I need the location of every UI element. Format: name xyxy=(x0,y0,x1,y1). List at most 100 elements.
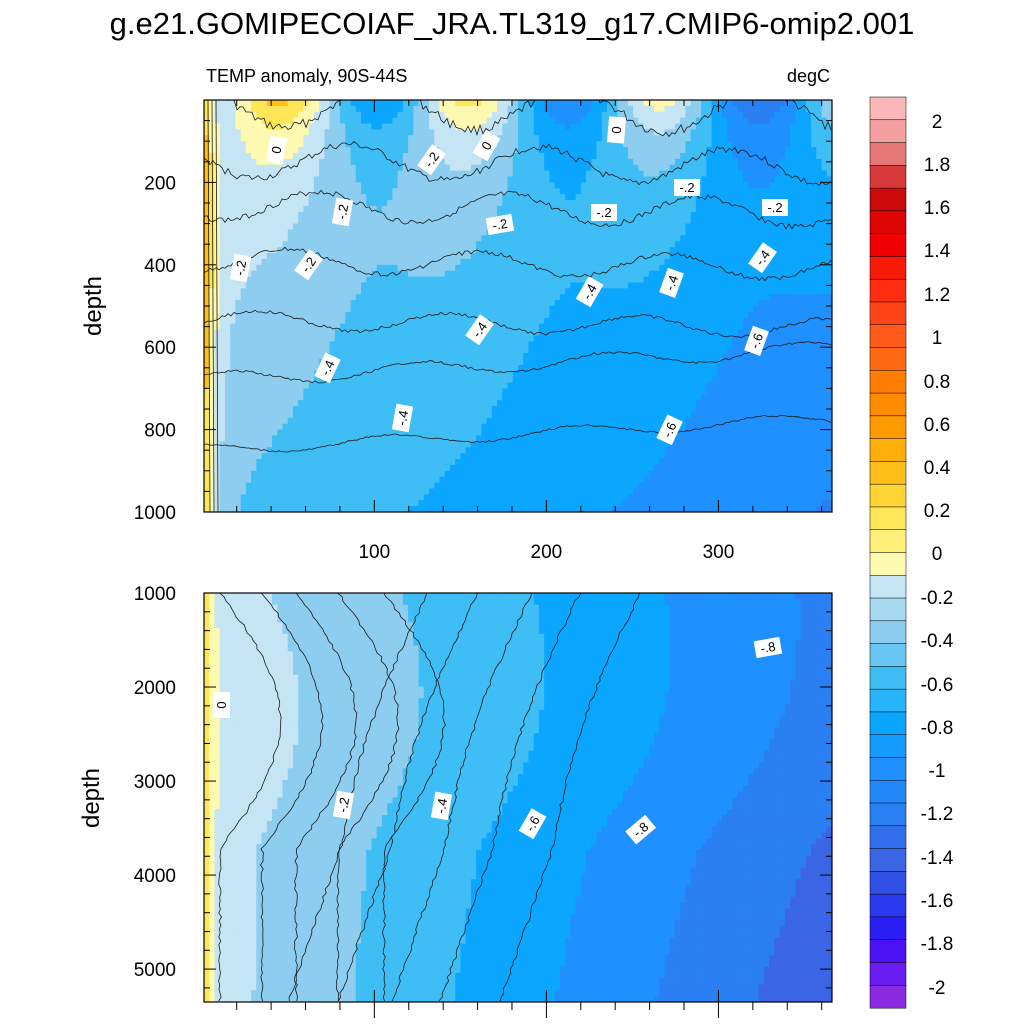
top-fill-cell xyxy=(470,182,477,189)
top-fill-cell xyxy=(570,223,577,231)
top-fill-cell xyxy=(376,229,383,236)
top-fill-cell xyxy=(214,235,221,242)
top-fill-cell xyxy=(429,441,435,448)
top-fill-cell xyxy=(319,317,325,325)
top-fill-cell xyxy=(502,459,509,466)
top-fill-cell xyxy=(538,482,545,490)
top-fill-cell xyxy=(491,353,498,360)
top-fill-cell xyxy=(544,129,550,136)
top-fill-cell xyxy=(554,417,561,425)
top-fill-cell xyxy=(313,123,320,131)
top-fill-cell xyxy=(502,182,509,189)
top-fill-cell xyxy=(470,417,477,425)
top-fill-cell xyxy=(204,270,210,278)
top-fill-cell xyxy=(512,164,519,172)
top-fill-cell xyxy=(544,311,550,319)
top-fill-cell xyxy=(381,117,388,125)
top-fill-cell xyxy=(423,229,430,236)
top-fill-cell xyxy=(575,123,582,131)
top-fill-cell xyxy=(528,147,535,154)
top-fill-cell xyxy=(528,123,535,131)
top-fill-cell xyxy=(204,152,210,160)
top-fill-cell xyxy=(413,129,420,136)
top-fill-cell xyxy=(319,453,325,460)
top-fill-cell xyxy=(444,370,451,378)
top-fill-cell xyxy=(272,506,278,512)
top-fill-cell xyxy=(470,447,477,454)
top-fill-cell xyxy=(429,476,435,484)
top-fill-cell xyxy=(434,170,441,178)
top-fill-cell xyxy=(565,335,571,342)
top-fill-cell xyxy=(219,200,226,207)
top-fill-cell xyxy=(324,447,331,454)
top-fill-cell xyxy=(366,500,373,507)
top-fill-cell xyxy=(366,423,373,431)
top-fill-cell xyxy=(507,470,514,478)
top-fill-cell xyxy=(345,241,352,248)
top-fill-cell xyxy=(423,406,430,413)
top-fill-cell xyxy=(565,217,571,225)
top-fill-cell xyxy=(444,388,451,395)
top-fill-cell xyxy=(408,423,414,431)
top-fill-cell xyxy=(481,341,488,348)
top-fill-cell xyxy=(397,506,404,512)
top-fill-cell xyxy=(429,294,435,301)
top-fill-cell xyxy=(334,400,341,407)
top-fill-cell xyxy=(230,406,236,413)
top-fill-cell xyxy=(240,205,247,213)
top-fill-cell xyxy=(261,429,268,437)
top-fill-cell xyxy=(523,200,530,207)
top-fill-cell xyxy=(319,382,325,389)
top-fill-cell xyxy=(533,264,540,272)
top-fill-cell xyxy=(298,182,305,189)
top-panel-units: degC xyxy=(787,66,830,86)
top-fill-cell xyxy=(287,353,294,360)
top-fill-cell xyxy=(272,164,278,172)
top-fill-cell xyxy=(460,370,467,378)
top-fill-cell xyxy=(366,129,373,136)
top-fill-cell xyxy=(565,182,571,189)
top-fill-cell xyxy=(554,341,561,348)
top-fill-cell xyxy=(287,241,294,248)
top-fill-cell xyxy=(559,388,566,395)
top-fill-cell xyxy=(287,364,294,372)
top-fill-cell xyxy=(413,494,420,501)
top-fill-cell xyxy=(565,470,571,478)
top-fill-cell xyxy=(523,323,530,331)
top-fill-cell xyxy=(303,335,310,342)
top-fill-cell xyxy=(282,329,289,337)
top-fill-cell xyxy=(261,217,268,225)
top-fill-cell xyxy=(512,464,519,472)
top-fill-cell xyxy=(549,300,556,307)
top-fill-cell xyxy=(512,417,519,425)
top-fill-cell xyxy=(319,176,325,183)
top-fill-cell xyxy=(224,358,231,366)
top-fill-cell xyxy=(418,294,425,301)
top-fill-cell xyxy=(486,176,493,183)
top-fill-cell xyxy=(371,441,378,448)
top-fill-cell xyxy=(287,470,294,478)
top-fill-cell xyxy=(240,370,247,378)
top-fill-cell xyxy=(565,194,571,201)
top-fill-cell xyxy=(245,447,252,454)
top-fill-cell xyxy=(361,382,367,389)
top-fill-cell xyxy=(559,241,566,248)
top-fill-cell xyxy=(518,459,524,466)
top-fill-cell xyxy=(418,311,425,319)
top-fill-cell xyxy=(533,100,540,107)
top-fill-cell xyxy=(455,200,462,207)
top-fill-cell xyxy=(470,423,477,431)
top-fill-cell xyxy=(209,347,216,354)
top-fill-cell xyxy=(266,229,273,236)
top-fill-cell xyxy=(439,335,446,342)
top-fill-cell xyxy=(408,176,414,183)
top-fill-cell xyxy=(460,394,467,401)
top-fill-cell xyxy=(544,300,550,307)
top-fill-cell xyxy=(329,417,336,425)
top-fill-cell xyxy=(538,506,545,512)
top-fill-cell xyxy=(528,182,535,189)
top-fill-cell xyxy=(355,358,362,366)
top-fill-cell xyxy=(366,200,373,207)
top-fill-cell xyxy=(324,464,331,472)
top-fill-cell xyxy=(340,329,346,337)
